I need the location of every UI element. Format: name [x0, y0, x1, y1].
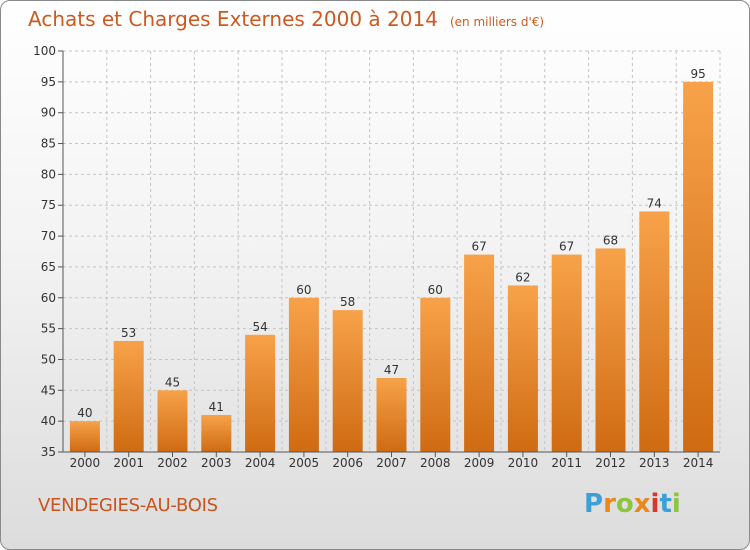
axes: 35 40 45 50 55 60 65 70 75 80 85 90 95 100 2000 2001 200… [33, 44, 720, 470]
x-tick-label: 2010 [508, 456, 539, 470]
logo-letter: o [615, 489, 634, 519]
bar [157, 390, 188, 452]
data-label: 41 [209, 400, 224, 414]
logo-letter: r [603, 489, 616, 519]
y-tick-label: 50 [41, 352, 56, 366]
x-tick-label: 2003 [201, 456, 232, 470]
y-tick-label: 90 [41, 106, 56, 120]
y-tick-label: 95 [41, 75, 56, 89]
x-tick-label: 2002 [157, 456, 188, 470]
data-label: 68 [603, 233, 618, 247]
data-label: 47 [384, 363, 399, 377]
x-tick-label: 2007 [376, 456, 407, 470]
bar [639, 211, 670, 452]
x-tick-label: 2011 [551, 456, 582, 470]
x-tick-label: 2006 [332, 456, 363, 470]
data-label: 40 [77, 406, 92, 420]
y-tick-label: 60 [41, 291, 56, 305]
y-tick-label: 80 [41, 167, 56, 181]
data-label: 67 [559, 240, 574, 254]
y-tick-label: 35 [41, 445, 56, 459]
logo-letter: x [633, 489, 651, 519]
bar [288, 297, 319, 452]
data-label: 53 [121, 326, 136, 340]
y-tick-label: 85 [41, 137, 56, 151]
proxiti-logo: Proxiti [584, 489, 681, 519]
bar [595, 248, 626, 452]
x-tick-label: 2013 [639, 456, 670, 470]
logo-letter: P [584, 489, 604, 519]
y-tick-label: 40 [41, 414, 56, 428]
x-tick-label: 2014 [683, 456, 714, 470]
x-tick-label: 2000 [70, 456, 101, 470]
bar [201, 414, 232, 452]
data-label: 60 [428, 283, 443, 297]
title-text: Achats et Charges Externes 2000 à 2014 [28, 7, 438, 31]
data-label: 62 [515, 270, 530, 284]
data-label: 54 [252, 320, 267, 334]
bar [683, 81, 714, 452]
chart-title: Achats et Charges Externes 2000 à 2014 (e… [28, 7, 544, 31]
bar [245, 334, 276, 452]
data-label: 58 [340, 295, 355, 309]
y-tick-label: 75 [41, 198, 56, 212]
bar [332, 310, 363, 452]
bar [551, 254, 582, 452]
bar [376, 377, 407, 452]
x-tick-label: 2001 [113, 456, 144, 470]
y-tick-label: 100 [33, 44, 56, 58]
logo-letter: t [659, 489, 672, 519]
x-tick-label: 2012 [595, 456, 626, 470]
data-label: 67 [471, 240, 486, 254]
bar [69, 421, 100, 452]
logo-letter: i [650, 489, 660, 519]
commune-name: VENDEGIES-AU-BOIS [38, 495, 218, 516]
bar [113, 340, 144, 452]
logo-letter: i [671, 489, 681, 519]
data-label: 45 [165, 375, 180, 389]
y-tick-label: 70 [41, 229, 56, 243]
x-tick-label: 2004 [245, 456, 276, 470]
x-tick-label: 2009 [464, 456, 495, 470]
bar [420, 297, 451, 452]
data-label: 74 [647, 196, 662, 210]
unit-label: (en milliers d'€) [449, 15, 545, 29]
bars: 40 53 45 41 54 60 58 47 60 67 62 67 68 74 95 [69, 67, 714, 452]
bar [507, 285, 538, 452]
x-tick-label: 2005 [289, 456, 320, 470]
y-tick-label: 65 [41, 260, 56, 274]
x-tick-label: 2008 [420, 456, 451, 470]
data-label: 95 [690, 67, 705, 81]
y-tick-label: 55 [41, 322, 56, 336]
y-tick-label: 45 [41, 383, 56, 397]
data-label: 60 [296, 283, 311, 297]
bar [464, 254, 495, 452]
